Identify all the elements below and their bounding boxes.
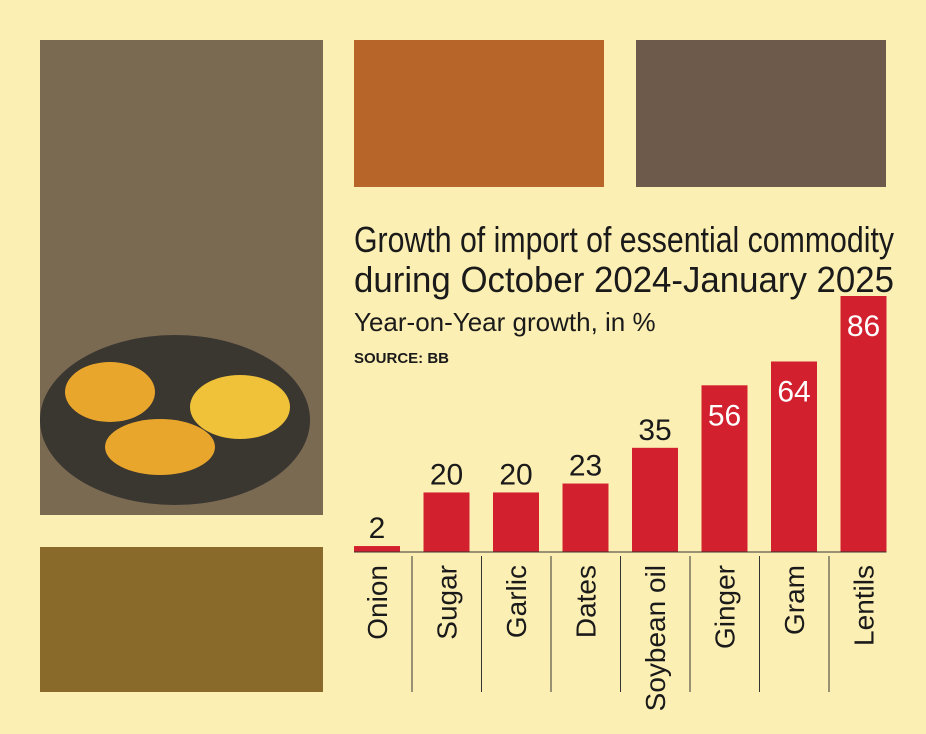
x-tick-label: Lentils	[849, 565, 880, 646]
photo	[40, 547, 323, 692]
photo-detail	[105, 419, 215, 475]
bar	[423, 492, 470, 552]
bar	[632, 447, 678, 552]
x-tick-label: Gram	[779, 565, 810, 635]
bar	[771, 361, 817, 552]
chart-title: during October 2024-January 2025	[354, 259, 894, 300]
x-tick-label: Ginger	[710, 565, 741, 649]
value-label: 20	[430, 458, 463, 491]
value-label: 23	[569, 450, 602, 483]
photo-detail	[190, 375, 290, 439]
value-label: 86	[847, 310, 880, 343]
value-label: 64	[777, 375, 810, 408]
x-tick-label: Sugar	[432, 565, 463, 640]
bar	[354, 546, 400, 552]
chart-subtitle: Year-on-Year growth, in %	[354, 307, 656, 337]
photo	[636, 40, 886, 187]
photo-detail	[65, 362, 155, 422]
bar	[701, 385, 748, 552]
value-label: 20	[499, 458, 532, 491]
value-label: 56	[708, 399, 741, 432]
bar	[493, 492, 539, 552]
x-tick-label: Soybean oil	[640, 565, 671, 711]
value-label: 35	[638, 414, 671, 447]
value-label: 2	[369, 512, 386, 545]
bar	[562, 483, 609, 552]
x-tick-label: Onion	[362, 565, 393, 640]
source: SOURCE: BB	[354, 350, 449, 367]
photo	[354, 40, 604, 187]
bar	[840, 296, 887, 552]
x-tick-label: Garlic	[501, 565, 532, 638]
chart-title: Growth of import of essential commodity	[354, 219, 894, 260]
x-tick-label: Dates	[571, 565, 602, 638]
